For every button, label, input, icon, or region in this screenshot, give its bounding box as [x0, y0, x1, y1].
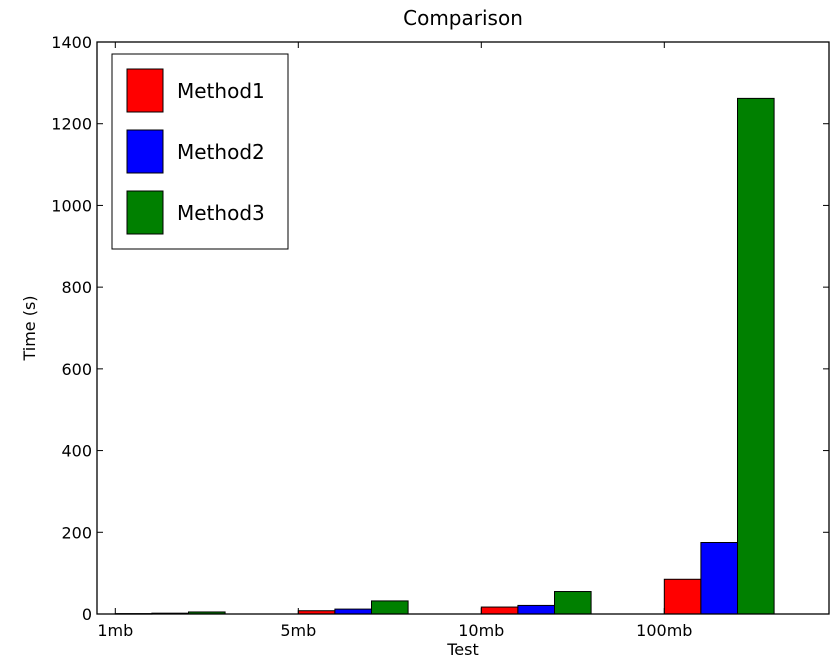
y-tick-label: 0 [82, 605, 92, 624]
y-tick-label: 1400 [51, 33, 92, 52]
bar-method2-10mb [517, 604, 556, 615]
y-tick-label: 1000 [51, 196, 92, 215]
y-tick-label: 800 [61, 278, 92, 297]
y-tick-label: 400 [61, 442, 92, 461]
legend-label-method1: Method1 [177, 79, 265, 103]
legend-swatch-method1 [126, 68, 164, 113]
legend-label-method3: Method3 [177, 201, 265, 225]
x-tick-label: 100mb [636, 621, 692, 640]
legend-swatch-method2 [126, 129, 164, 174]
bar-method2-100mb [700, 542, 739, 615]
x-tick-label: 5mb [280, 621, 316, 640]
y-axis-label: Time (s) [20, 295, 39, 361]
bars-layer [114, 97, 775, 615]
legend-label-method2: Method2 [177, 140, 265, 164]
x-tick-label: 1mb [97, 621, 133, 640]
chart-title: Comparison [403, 6, 523, 30]
bar-method3-10mb [554, 591, 592, 615]
y-tick-label: 200 [61, 523, 92, 542]
ticks-layer: 0 200 400 600 800 1000 1200 1400 1mb 5mb 10mb 100mb [51, 33, 829, 640]
bar-method1-10mb [480, 606, 519, 615]
bar-method3-100mb [737, 97, 775, 615]
y-tick-label: 600 [61, 360, 92, 379]
plot-frame [96, 41, 830, 615]
legend: Method1 Method2 Method3 [111, 53, 289, 250]
bar-method3-5mb [371, 600, 409, 615]
x-axis-label: Test [446, 640, 479, 657]
legend-swatch-method3 [126, 190, 164, 235]
bar-method1-100mb [663, 578, 702, 615]
x-tick-label: 10mb [458, 621, 504, 640]
y-tick-label: 1200 [51, 115, 92, 134]
bar-method2-5mb [334, 608, 372, 615]
